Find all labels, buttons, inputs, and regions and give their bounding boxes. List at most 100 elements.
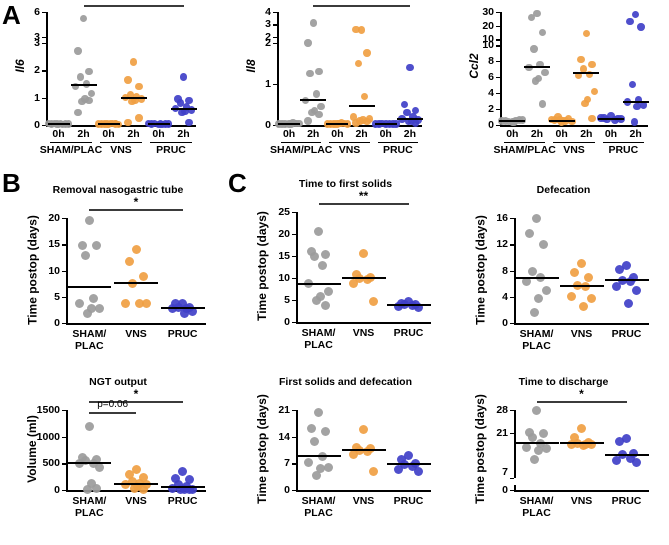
il8-tick-label: 1: [265, 77, 271, 90]
defecation-tick: [509, 296, 514, 299]
ccl2-data-point: [583, 95, 592, 104]
first-solids-data-point: [321, 300, 330, 310]
discharge-chart-title: Time to discharge: [518, 376, 609, 388]
ngt-output-data-point: [185, 475, 195, 485]
il6-group-underline: [50, 142, 92, 144]
il6-median-bar: [147, 123, 170, 126]
ngt-output-data-point: [83, 484, 93, 494]
first-solids-x-group-label: VNS: [352, 327, 375, 339]
ngt-output-data-point: [176, 484, 186, 494]
defecation-median-bar: [604, 279, 649, 282]
ccl2-tick-label: 20: [482, 19, 494, 32]
ngt-output-data-point: [178, 466, 188, 476]
defecation-data-point: [577, 259, 586, 269]
il8-data-point: [356, 117, 364, 125]
ngt-output-significance-bar-2: [89, 412, 136, 414]
discharge-data-point: [622, 433, 631, 443]
solids-defecation-tick-label: 7: [284, 457, 290, 470]
ccl2-data-point: [626, 17, 634, 26]
il8-group-label: VNS: [338, 144, 361, 156]
ngt-output-data-point: [138, 484, 148, 494]
first-solids-data-point: [362, 275, 372, 285]
discharge-x-group-label: SHAM/: [519, 495, 554, 507]
defecation-x-group-label: VNS: [570, 328, 593, 340]
il8-median-bar: [278, 123, 301, 126]
solids-defecation-tick-label: 21: [278, 404, 290, 416]
ngt-output-tick: [61, 436, 66, 439]
defecation-data-point: [532, 213, 541, 223]
ccl2-data-point: [538, 100, 547, 108]
defecation-x-group-label: PRUC: [611, 328, 642, 340]
il8-data-point: [315, 67, 323, 76]
ccl2-tick: [495, 61, 500, 63]
discharge-tick-label: 28: [496, 404, 508, 416]
first-solids-x-axis: [296, 322, 431, 324]
ccl2-data-point: [547, 115, 556, 124]
ngt-output-y-axis: [66, 410, 68, 490]
ngt-removal-tick-label: 15: [48, 238, 60, 251]
solids-defecation-x-group-label: PLAC: [304, 507, 333, 519]
il6-y-axis-upper: [46, 12, 48, 37]
il8-data-point: [309, 19, 317, 27]
first-solids-y-axis-label: Time postop (days): [255, 211, 269, 321]
il8-x-tick-PRUC-2h: 2h: [403, 128, 417, 140]
ngt-output-data-point: [138, 473, 148, 483]
ngt-removal-x-group-label: SHAM/: [72, 328, 107, 340]
il6-group-underline: [100, 142, 142, 144]
il6-tick: [41, 42, 46, 45]
il6-data-point: [179, 73, 188, 81]
ccl2-group-underline: [553, 142, 595, 144]
ccl2-data-point: [631, 10, 640, 19]
il6-data-point: [174, 95, 182, 103]
il6-x-tick-PRUC-0h: 0h: [152, 128, 165, 140]
first-solids-x-group-label: PLAC: [304, 339, 333, 351]
discharge-y-axis-stub: [514, 485, 516, 491]
il6-data-point: [85, 67, 93, 76]
ccl2-data-point: [536, 60, 544, 69]
ngt-removal-median-bar: [160, 307, 205, 310]
ccl2-group-label: VNS: [563, 144, 585, 156]
il6-tick: [41, 36, 46, 39]
il8-tick-label: 0: [265, 119, 271, 131]
il8-y-axis-upper: [277, 12, 279, 37]
il8-group-underline: [281, 142, 322, 144]
ccl2-group-underline: [602, 142, 644, 144]
first-solids-data-point: [314, 227, 323, 237]
discharge-x-group-label: PRUC: [611, 495, 642, 507]
ngt-removal-data-point: [77, 241, 87, 251]
il6-group-underline: [150, 142, 192, 144]
defecation-data-point: [542, 285, 552, 295]
il6-x-tick-SHAM/PLAC-0h: 0h: [52, 128, 65, 140]
first-solids-x-group-label: PRUC: [393, 327, 424, 339]
first-solids-tick: [291, 322, 296, 324]
il6-tick-label: 0: [34, 119, 40, 131]
ngt-output-tick-label: 500: [42, 457, 60, 470]
ngt-output-x-group-label: VNS: [125, 495, 147, 507]
first-solids-data-point: [307, 247, 316, 257]
il6-tick: [41, 97, 46, 99]
ngt-output-data-point: [168, 484, 178, 494]
il6-median-bar: [170, 107, 197, 110]
defecation-data-point: [539, 239, 548, 249]
ngt-removal-median-bar: [114, 282, 158, 285]
discharge-x-group-label: VNS: [570, 495, 593, 507]
solids-defecation-data-point: [348, 449, 358, 459]
defecation-y-axis-label: Time postop (days): [473, 214, 487, 325]
il8-tick: [272, 24, 277, 26]
ngt-removal-tick: [61, 270, 66, 272]
discharge-median-bar: [559, 442, 604, 445]
ngt-removal-data-point: [138, 272, 148, 282]
ccl2-tick-label: 2: [488, 103, 494, 116]
defecation-tick-label: 4: [502, 290, 508, 303]
ccl2-x-tick-PRUC-2h: 2h: [629, 128, 642, 140]
ngt-output-tick-label: 0: [54, 484, 60, 496]
discharge-data-point: [625, 454, 635, 464]
first-solids-tick-label: 25: [278, 206, 290, 218]
ngt-removal-data-point: [124, 257, 134, 267]
il6-data-point: [185, 96, 193, 105]
discharge-tick: [509, 410, 514, 412]
ngt-output-data-point: [94, 463, 104, 473]
ngt-removal-tick-label: 0: [54, 317, 60, 329]
first-solids-data-point: [315, 292, 325, 302]
first-solids-data-point: [317, 261, 327, 271]
